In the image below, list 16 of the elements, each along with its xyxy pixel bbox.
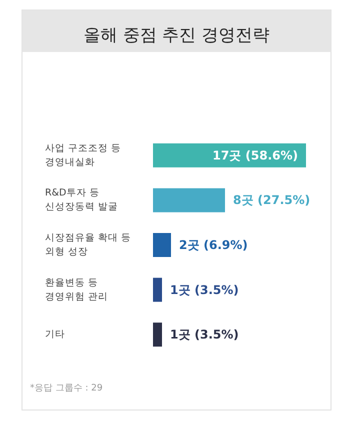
bar <box>153 322 162 347</box>
data-label: 2곳 (6.9%) <box>179 238 248 252</box>
y-tick-label: 기타 <box>45 329 65 340</box>
text: *응답 그룹수 : 29 <box>30 384 103 394</box>
bar <box>153 233 171 257</box>
y-tick-label: 시장점유율 확대 등 외형 성장 <box>45 232 132 258</box>
bar <box>153 278 162 302</box>
y-tick-label: 사업 구조조정 등 경영내실화 <box>45 142 122 168</box>
data-label: 17곳 (58.6%) <box>212 148 298 162</box>
data-label: 1곳 (3.5%) <box>170 328 239 342</box>
data-label: 8곳 (27.5%) <box>233 193 310 208</box>
chart-title: 올해 중점 추진 경영전략 <box>83 26 270 46</box>
y-tick-label: R&D투자 등 신성장동력 발굴 <box>45 188 118 213</box>
y-tick-label: 환율변동 등 경영위험 관리 <box>45 277 108 302</box>
data-label: 1곳 (3.5%) <box>170 282 239 297</box>
bar <box>153 188 225 212</box>
